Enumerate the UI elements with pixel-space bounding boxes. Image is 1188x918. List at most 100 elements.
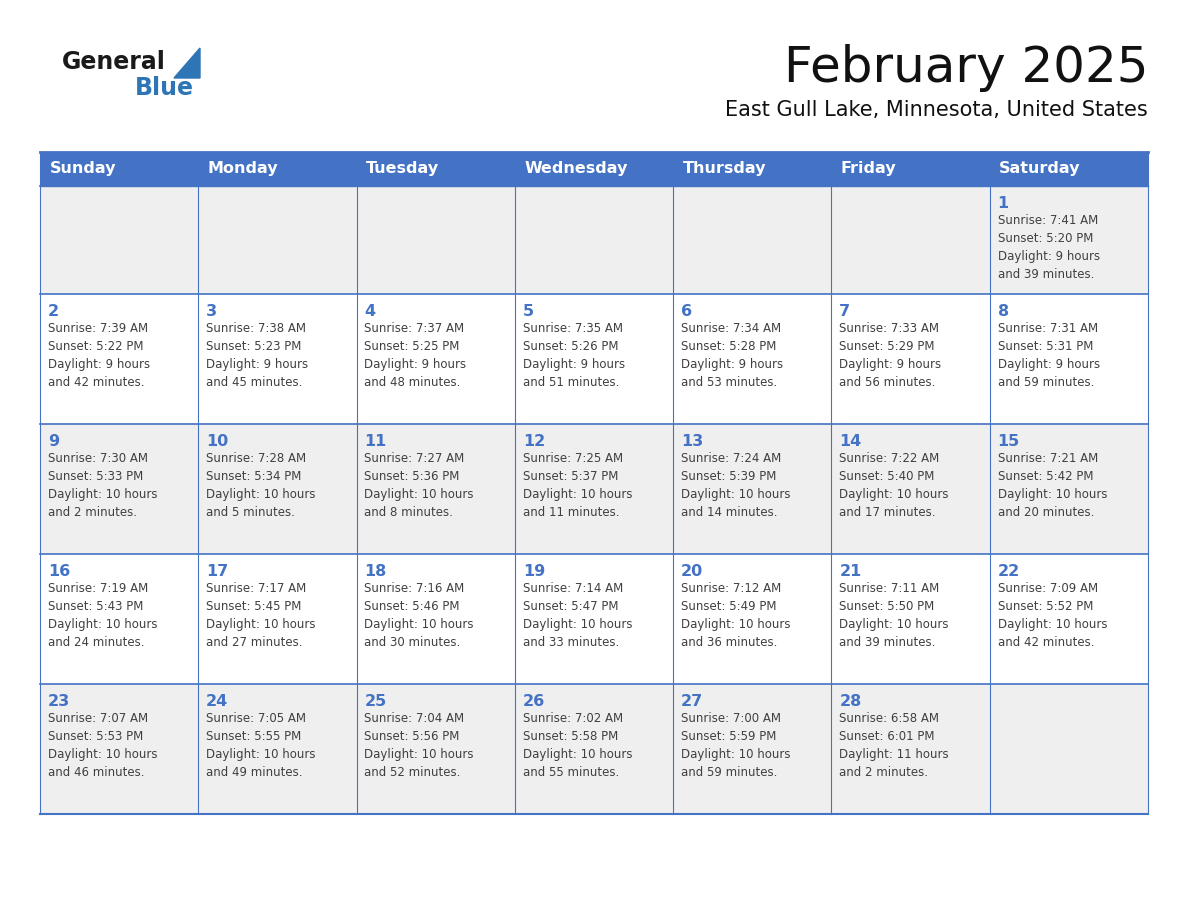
Text: 14: 14	[840, 434, 861, 449]
Text: Sunrise: 7:27 AM
Sunset: 5:36 PM
Daylight: 10 hours
and 8 minutes.: Sunrise: 7:27 AM Sunset: 5:36 PM Dayligh…	[365, 452, 474, 519]
Text: Sunrise: 7:11 AM
Sunset: 5:50 PM
Daylight: 10 hours
and 39 minutes.: Sunrise: 7:11 AM Sunset: 5:50 PM Dayligh…	[840, 582, 949, 649]
Bar	[990, 152, 1148, 186]
Text: Sunrise: 7:24 AM
Sunset: 5:39 PM
Daylight: 10 hours
and 14 minutes.: Sunrise: 7:24 AM Sunset: 5:39 PM Dayligh…	[681, 452, 790, 519]
Bar	[832, 152, 990, 186]
Text: 17: 17	[207, 564, 228, 579]
Text: Wednesday: Wednesday	[524, 162, 627, 176]
Bar	[40, 186, 198, 294]
Text: Sunrise: 7:37 AM
Sunset: 5:25 PM
Daylight: 9 hours
and 48 minutes.: Sunrise: 7:37 AM Sunset: 5:25 PM Dayligh…	[365, 322, 467, 389]
Bar	[198, 554, 356, 684]
Text: Sunrise: 7:19 AM
Sunset: 5:43 PM
Daylight: 10 hours
and 24 minutes.: Sunrise: 7:19 AM Sunset: 5:43 PM Dayligh…	[48, 582, 158, 649]
Bar	[40, 684, 198, 814]
Bar	[514, 684, 674, 814]
Text: 25: 25	[365, 694, 387, 709]
Text: 5: 5	[523, 304, 533, 319]
Text: Thursday: Thursday	[683, 162, 766, 176]
Text: Sunrise: 7:30 AM
Sunset: 5:33 PM
Daylight: 10 hours
and 2 minutes.: Sunrise: 7:30 AM Sunset: 5:33 PM Dayligh…	[48, 452, 158, 519]
Bar	[356, 424, 514, 554]
Text: Sunrise: 7:12 AM
Sunset: 5:49 PM
Daylight: 10 hours
and 36 minutes.: Sunrise: 7:12 AM Sunset: 5:49 PM Dayligh…	[681, 582, 790, 649]
Text: 7: 7	[840, 304, 851, 319]
Text: 16: 16	[48, 564, 70, 579]
Text: Sunrise: 7:07 AM
Sunset: 5:53 PM
Daylight: 10 hours
and 46 minutes.: Sunrise: 7:07 AM Sunset: 5:53 PM Dayligh…	[48, 712, 158, 779]
Text: Sunrise: 7:14 AM
Sunset: 5:47 PM
Daylight: 10 hours
and 33 minutes.: Sunrise: 7:14 AM Sunset: 5:47 PM Dayligh…	[523, 582, 632, 649]
Polygon shape	[173, 48, 200, 78]
Bar	[356, 684, 514, 814]
Bar	[990, 294, 1148, 424]
Text: Sunrise: 7:05 AM
Sunset: 5:55 PM
Daylight: 10 hours
and 49 minutes.: Sunrise: 7:05 AM Sunset: 5:55 PM Dayligh…	[207, 712, 316, 779]
Text: 9: 9	[48, 434, 59, 449]
Text: 8: 8	[998, 304, 1009, 319]
Text: 4: 4	[365, 304, 375, 319]
Text: 20: 20	[681, 564, 703, 579]
Text: Sunrise: 7:41 AM
Sunset: 5:20 PM
Daylight: 9 hours
and 39 minutes.: Sunrise: 7:41 AM Sunset: 5:20 PM Dayligh…	[998, 214, 1100, 281]
Text: General: General	[62, 50, 166, 74]
Text: 28: 28	[840, 694, 861, 709]
Bar	[40, 424, 198, 554]
Text: 6: 6	[681, 304, 693, 319]
Bar	[832, 684, 990, 814]
Text: Friday: Friday	[841, 162, 897, 176]
Bar	[990, 554, 1148, 684]
Bar	[674, 152, 832, 186]
Text: Sunrise: 7:09 AM
Sunset: 5:52 PM
Daylight: 10 hours
and 42 minutes.: Sunrise: 7:09 AM Sunset: 5:52 PM Dayligh…	[998, 582, 1107, 649]
Text: 23: 23	[48, 694, 70, 709]
Bar	[990, 424, 1148, 554]
Text: Sunrise: 7:02 AM
Sunset: 5:58 PM
Daylight: 10 hours
and 55 minutes.: Sunrise: 7:02 AM Sunset: 5:58 PM Dayligh…	[523, 712, 632, 779]
Text: Sunrise: 7:22 AM
Sunset: 5:40 PM
Daylight: 10 hours
and 17 minutes.: Sunrise: 7:22 AM Sunset: 5:40 PM Dayligh…	[840, 452, 949, 519]
Bar	[198, 424, 356, 554]
Bar	[514, 152, 674, 186]
Bar	[356, 554, 514, 684]
Text: 24: 24	[207, 694, 228, 709]
Bar	[198, 152, 356, 186]
Text: 19: 19	[523, 564, 545, 579]
Text: Sunday: Sunday	[50, 162, 116, 176]
Text: 21: 21	[840, 564, 861, 579]
Bar	[674, 554, 832, 684]
Text: Blue: Blue	[135, 76, 194, 100]
Text: 18: 18	[365, 564, 387, 579]
Text: Sunrise: 7:38 AM
Sunset: 5:23 PM
Daylight: 9 hours
and 45 minutes.: Sunrise: 7:38 AM Sunset: 5:23 PM Dayligh…	[207, 322, 309, 389]
Bar	[674, 684, 832, 814]
Bar	[514, 424, 674, 554]
Text: 3: 3	[207, 304, 217, 319]
Text: 1: 1	[998, 196, 1009, 211]
Text: Sunrise: 7:17 AM
Sunset: 5:45 PM
Daylight: 10 hours
and 27 minutes.: Sunrise: 7:17 AM Sunset: 5:45 PM Dayligh…	[207, 582, 316, 649]
Bar	[990, 186, 1148, 294]
Text: Sunrise: 7:35 AM
Sunset: 5:26 PM
Daylight: 9 hours
and 51 minutes.: Sunrise: 7:35 AM Sunset: 5:26 PM Dayligh…	[523, 322, 625, 389]
Text: Sunrise: 7:16 AM
Sunset: 5:46 PM
Daylight: 10 hours
and 30 minutes.: Sunrise: 7:16 AM Sunset: 5:46 PM Dayligh…	[365, 582, 474, 649]
Text: February 2025: February 2025	[784, 44, 1148, 92]
Bar	[40, 294, 198, 424]
Bar	[832, 186, 990, 294]
Bar	[674, 424, 832, 554]
Bar	[990, 684, 1148, 814]
Bar	[198, 684, 356, 814]
Text: 15: 15	[998, 434, 1019, 449]
Bar	[832, 294, 990, 424]
Text: 11: 11	[365, 434, 387, 449]
Text: Sunrise: 7:21 AM
Sunset: 5:42 PM
Daylight: 10 hours
and 20 minutes.: Sunrise: 7:21 AM Sunset: 5:42 PM Dayligh…	[998, 452, 1107, 519]
Text: Sunrise: 6:58 AM
Sunset: 6:01 PM
Daylight: 11 hours
and 2 minutes.: Sunrise: 6:58 AM Sunset: 6:01 PM Dayligh…	[840, 712, 949, 779]
Bar	[674, 294, 832, 424]
Text: Sunrise: 7:34 AM
Sunset: 5:28 PM
Daylight: 9 hours
and 53 minutes.: Sunrise: 7:34 AM Sunset: 5:28 PM Dayligh…	[681, 322, 783, 389]
Bar	[514, 294, 674, 424]
Text: Sunrise: 7:33 AM
Sunset: 5:29 PM
Daylight: 9 hours
and 56 minutes.: Sunrise: 7:33 AM Sunset: 5:29 PM Dayligh…	[840, 322, 941, 389]
Text: Monday: Monday	[208, 162, 278, 176]
Bar	[40, 152, 198, 186]
Text: Tuesday: Tuesday	[366, 162, 440, 176]
Text: Sunrise: 7:00 AM
Sunset: 5:59 PM
Daylight: 10 hours
and 59 minutes.: Sunrise: 7:00 AM Sunset: 5:59 PM Dayligh…	[681, 712, 790, 779]
Bar	[514, 554, 674, 684]
Bar	[198, 294, 356, 424]
Text: 27: 27	[681, 694, 703, 709]
Text: 26: 26	[523, 694, 545, 709]
Text: Sunrise: 7:31 AM
Sunset: 5:31 PM
Daylight: 9 hours
and 59 minutes.: Sunrise: 7:31 AM Sunset: 5:31 PM Dayligh…	[998, 322, 1100, 389]
Text: 10: 10	[207, 434, 228, 449]
Bar	[832, 424, 990, 554]
Bar	[40, 554, 198, 684]
Text: Sunrise: 7:25 AM
Sunset: 5:37 PM
Daylight: 10 hours
and 11 minutes.: Sunrise: 7:25 AM Sunset: 5:37 PM Dayligh…	[523, 452, 632, 519]
Bar	[674, 186, 832, 294]
Text: 22: 22	[998, 564, 1019, 579]
Text: Saturday: Saturday	[999, 162, 1081, 176]
Text: East Gull Lake, Minnesota, United States: East Gull Lake, Minnesota, United States	[725, 100, 1148, 120]
Bar	[832, 554, 990, 684]
Text: Sunrise: 7:28 AM
Sunset: 5:34 PM
Daylight: 10 hours
and 5 minutes.: Sunrise: 7:28 AM Sunset: 5:34 PM Dayligh…	[207, 452, 316, 519]
